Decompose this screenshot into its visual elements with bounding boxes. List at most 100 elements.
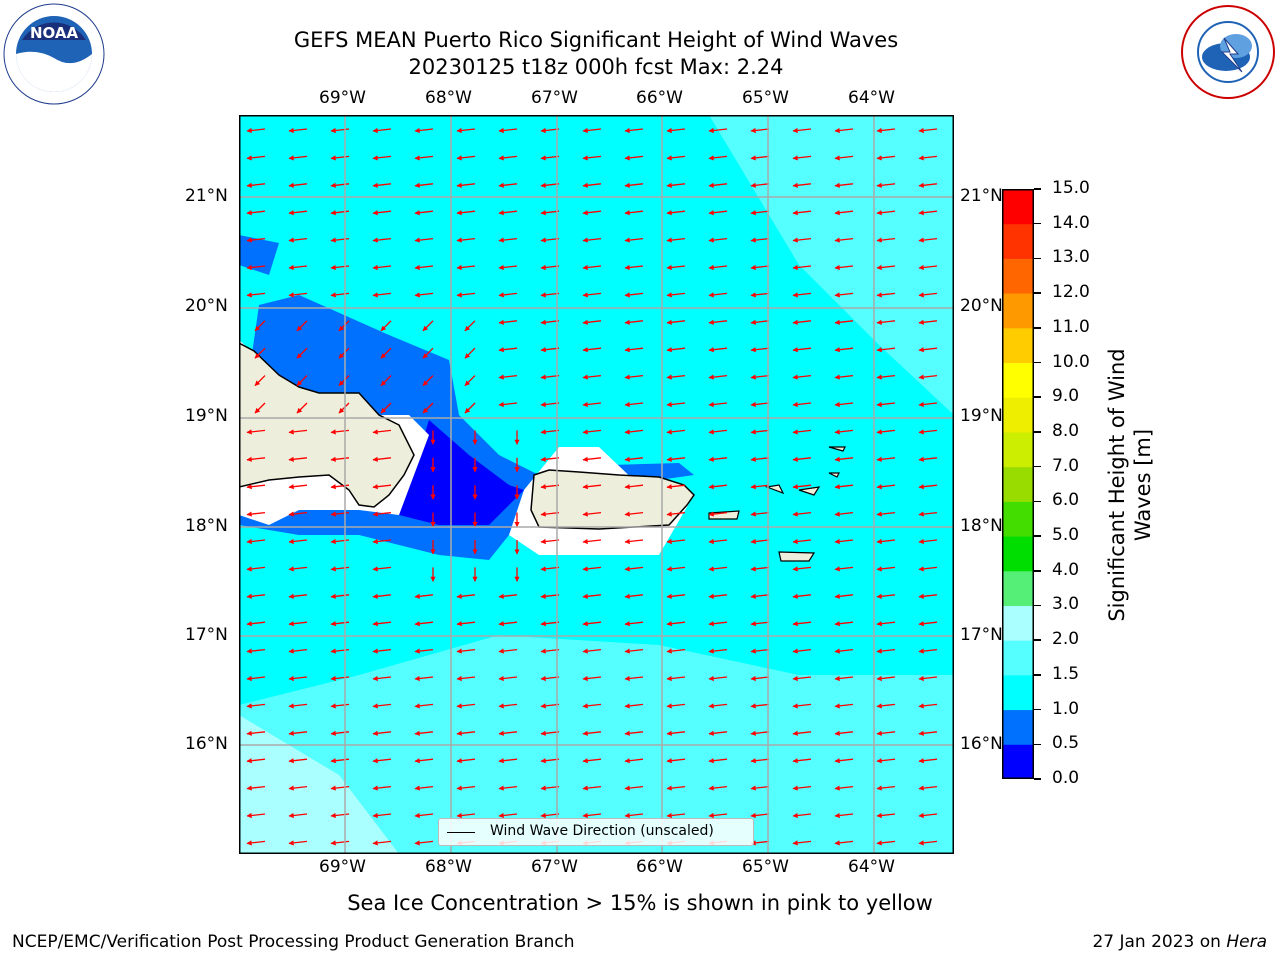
wave-direction-arrow — [834, 812, 854, 819]
wave-direction-arrow — [372, 758, 392, 764]
wave-direction-arrow — [834, 127, 854, 134]
wave-direction-arrow — [246, 155, 266, 161]
wave-direction-arrow — [498, 319, 518, 325]
wave-direction-arrow — [792, 347, 812, 353]
wave-direction-arrow — [288, 127, 308, 134]
wave-direction-arrow — [624, 401, 644, 408]
map-legend: Wind Wave Direction (unscaled) — [438, 818, 754, 846]
wave-direction-arrow — [666, 264, 686, 271]
wave-direction-arrow — [750, 812, 770, 819]
colorbar-tick-label: 1.5 — [1052, 663, 1080, 684]
wave-direction-arrow — [792, 264, 812, 271]
lon-label-top-66: 66°W — [636, 88, 683, 108]
wave-direction-arrow — [380, 347, 392, 359]
wave-direction-arrow — [288, 840, 308, 846]
wave-direction-arrow — [708, 237, 728, 243]
wave-direction-arrow — [792, 319, 812, 325]
wave-direction-arrow — [792, 237, 812, 243]
wave-direction-arrow — [918, 621, 938, 627]
wave-direction-arrow — [624, 621, 644, 627]
colorbar-tick-mark — [1034, 361, 1041, 364]
wave-direction-arrow — [456, 812, 476, 819]
wave-direction-arrow — [414, 812, 434, 819]
wave-direction-arrow — [792, 127, 812, 134]
wave-direction-arrow — [876, 785, 896, 791]
wave-direction-arrow — [876, 155, 896, 161]
colorbar-swatch — [1002, 293, 1034, 329]
wave-direction-arrow — [834, 155, 854, 161]
wave-direction-arrow — [372, 237, 392, 243]
wave-direction-arrow — [456, 730, 476, 736]
colorbar-tick-mark — [1034, 674, 1041, 676]
wave-direction-arrow — [288, 675, 308, 682]
wave-direction-arrow — [876, 812, 896, 819]
wave-direction-arrow — [666, 621, 686, 627]
wave-direction-arrow — [792, 401, 812, 408]
wave-direction-arrow — [876, 703, 896, 709]
colorbar-tick-label: 15.0 — [1052, 178, 1090, 198]
wave-direction-arrow — [330, 456, 350, 462]
wave-direction-arrow — [330, 484, 350, 490]
footer-right: 27 Jan 2023 on Hera — [1092, 932, 1267, 952]
lat-label-right-17: 17°N — [960, 625, 1003, 645]
wave-direction-arrow — [372, 840, 392, 846]
wave-direction-arrow — [338, 402, 350, 414]
wave-direction-arrow — [582, 319, 602, 325]
colorbar-swatch — [1002, 189, 1034, 225]
wave-direction-arrow — [666, 155, 686, 161]
wave-direction-arrow — [918, 456, 938, 462]
wave-direction-arrow — [540, 758, 560, 764]
wave-direction-arrow — [414, 155, 434, 161]
wave-direction-arrow — [456, 264, 476, 271]
wave-direction-arrow — [246, 812, 266, 819]
wave-direction-arrow — [288, 429, 308, 435]
wave-direction-arrow — [876, 127, 896, 134]
colorbar-tick-mark — [1034, 570, 1041, 572]
wave-direction-arrow — [708, 730, 728, 736]
wave-direction-arrow — [372, 730, 392, 736]
wave-direction-arrow — [666, 374, 686, 380]
colorbar-tick-label: 7.0 — [1052, 455, 1080, 476]
wave-direction-arrow — [456, 182, 476, 188]
wave-direction-arrow — [288, 593, 308, 599]
wave-direction-arrow — [498, 292, 518, 298]
wave-direction-arrow — [708, 703, 728, 709]
wave-direction-arrow — [792, 730, 812, 736]
wave-direction-arrow — [582, 758, 602, 764]
wave-direction-arrow — [456, 292, 476, 298]
colorbar-tick-mark — [1034, 743, 1041, 746]
wave-direction-arrow — [750, 675, 770, 682]
wave-direction-arrow — [666, 127, 686, 134]
colorbar-tick-mark — [1034, 188, 1041, 190]
colorbar-tick-label: 2.0 — [1052, 629, 1080, 650]
wave-direction-arrow — [708, 785, 728, 791]
wave-direction-arrow — [422, 320, 434, 332]
wave-direction-arrow — [540, 785, 560, 791]
wave-direction-arrow — [708, 484, 728, 490]
wave-direction-arrow — [750, 319, 770, 325]
wave-direction-arrow — [834, 566, 854, 572]
colorbar-tick-label: 1.0 — [1052, 698, 1080, 719]
wave-direction-arrow — [254, 375, 266, 387]
wave-direction-arrow — [834, 785, 854, 791]
wave-direction-arrow — [876, 182, 896, 188]
wave-direction-arrow — [624, 155, 644, 161]
wave-direction-arrow — [792, 675, 812, 682]
wave-direction-arrow — [288, 785, 308, 791]
wave-arrows — [246, 127, 938, 846]
wave-direction-arrow — [918, 511, 938, 517]
colorbar-swatch — [1002, 605, 1034, 641]
wave-direction-arrow — [540, 210, 560, 216]
wave-direction-arrow — [876, 538, 896, 545]
wave-direction-arrow — [666, 237, 686, 243]
wave-direction-arrow — [624, 210, 644, 216]
wave-direction-arrow — [750, 401, 770, 408]
wave-direction-arrow — [414, 264, 434, 271]
wave-direction-arrow — [296, 320, 308, 332]
colorbar-tick-label: 3.0 — [1052, 594, 1080, 615]
wave-direction-arrow — [876, 566, 896, 572]
wave-direction-arrow — [624, 456, 644, 462]
wave-direction-arrow — [918, 374, 938, 380]
wave-direction-arrow — [834, 840, 854, 846]
wave-direction-arrow — [540, 538, 560, 545]
